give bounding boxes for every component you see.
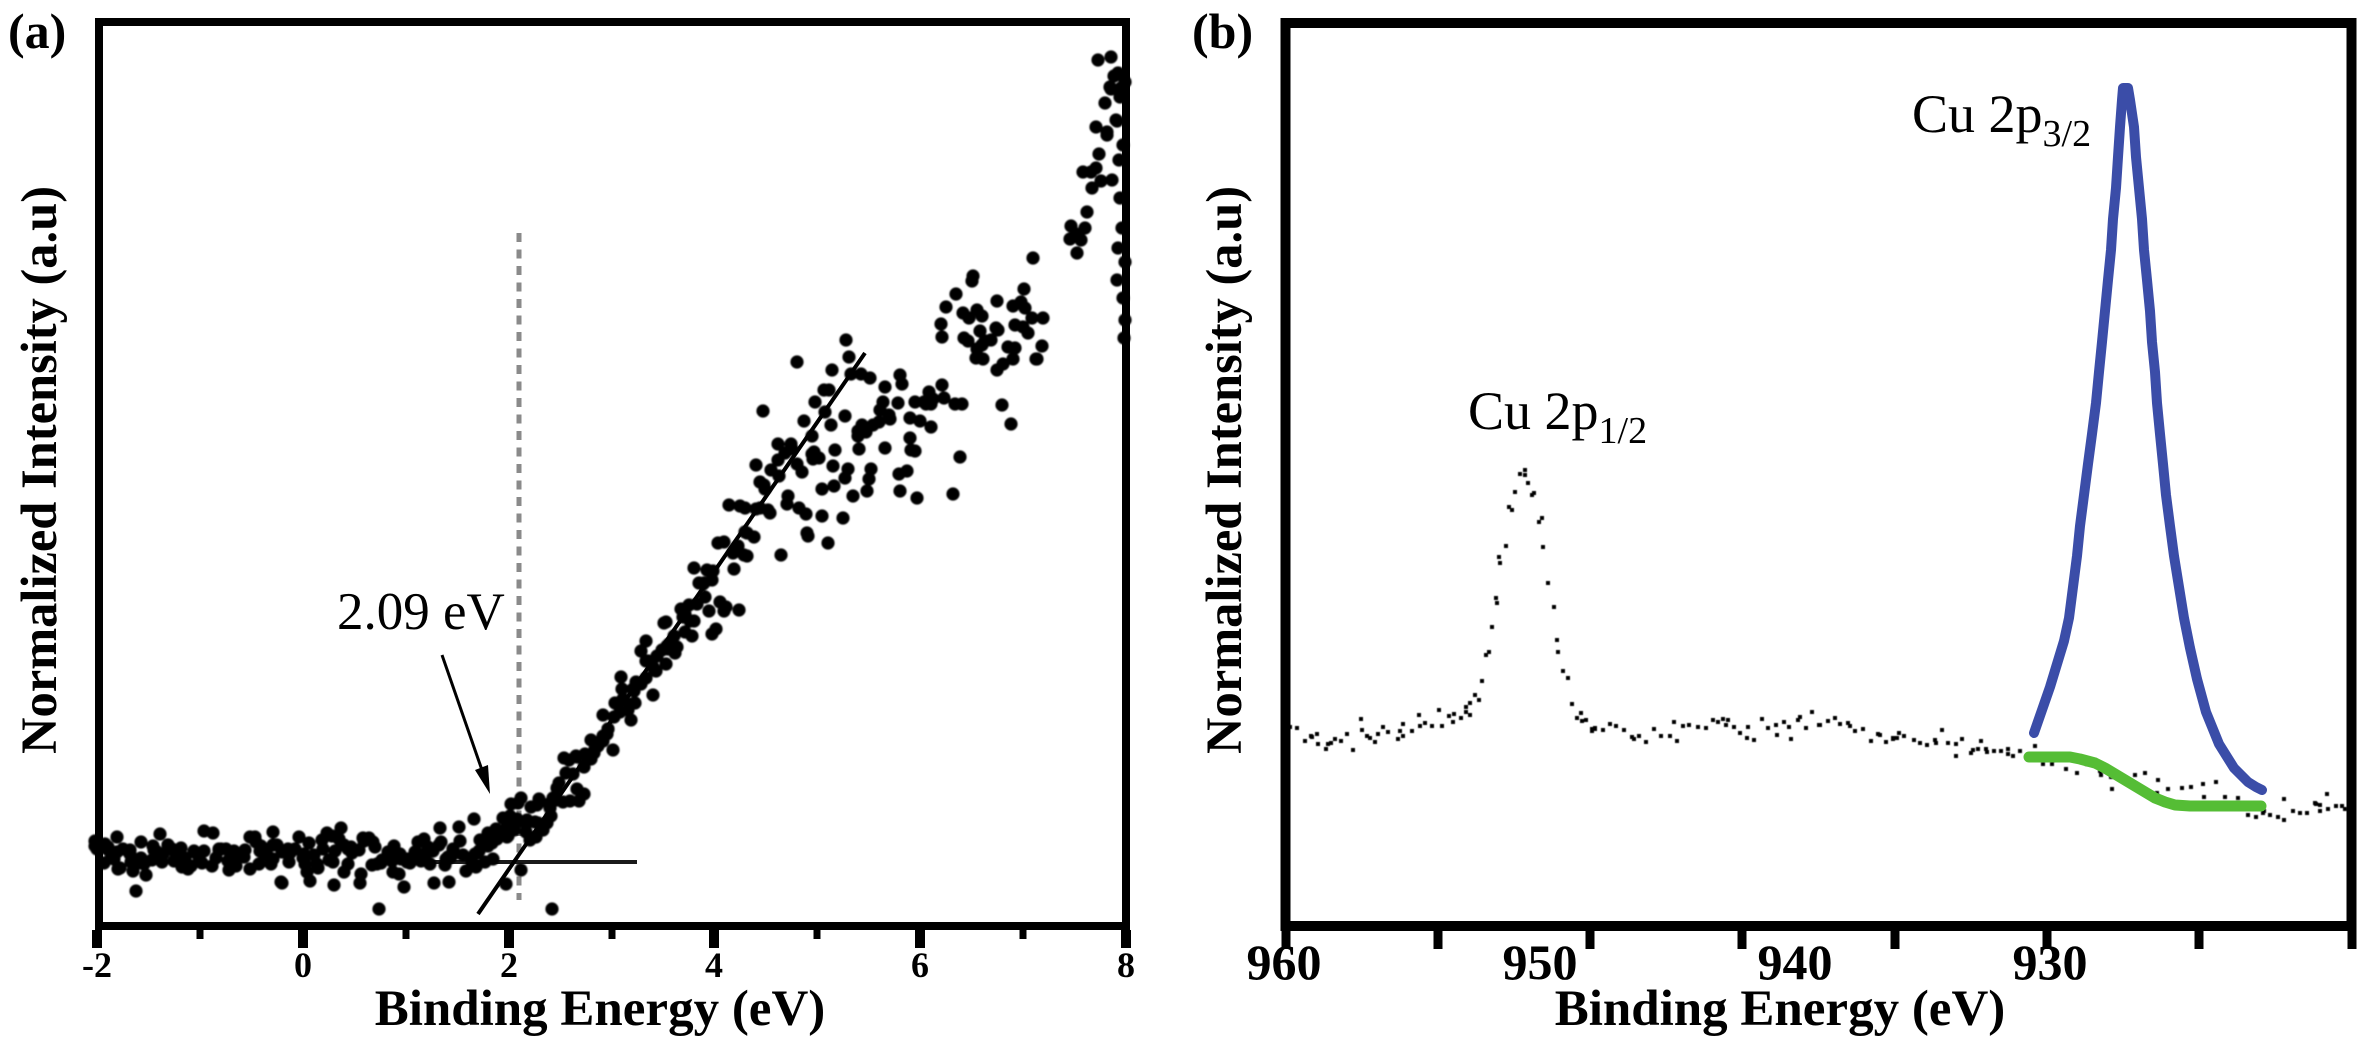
svg-text:Cu 2p3/2: Cu 2p3/2 [1912,84,2091,155]
svg-text:6: 6 [911,945,929,985]
svg-text:(a): (a) [8,3,66,59]
svg-text:-2: -2 [82,945,112,985]
svg-text:Normalized Intensity (a.u): Normalized Intensity (a.u) [11,186,67,754]
svg-text:8: 8 [1117,945,1135,985]
svg-text:930: 930 [2013,934,2088,990]
svg-text:2.09 eV: 2.09 eV [337,583,505,641]
svg-text:960: 960 [1247,934,1322,990]
svg-text:4: 4 [705,945,723,985]
svg-text:940: 940 [1758,934,1833,990]
svg-text:(b): (b) [1192,3,1253,59]
svg-text:2: 2 [500,945,518,985]
svg-text:Binding Energy (eV): Binding Energy (eV) [1555,981,2006,1037]
svg-text:950: 950 [1503,934,1578,990]
svg-text:0: 0 [294,945,312,985]
svg-text:Normalized Intensity (a.u): Normalized Intensity (a.u) [1196,186,1252,754]
svg-text:Binding Energy (eV): Binding Energy (eV) [375,981,826,1037]
